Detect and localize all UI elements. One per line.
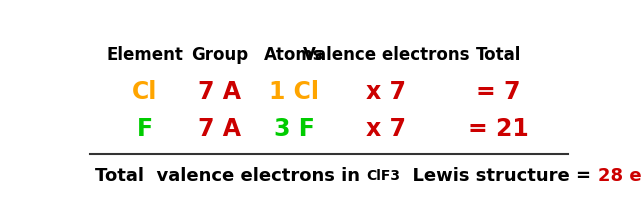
Text: Valence electrons: Valence electrons bbox=[303, 46, 469, 64]
Text: Cl: Cl bbox=[132, 80, 158, 104]
Text: 1 Cl: 1 Cl bbox=[269, 80, 319, 104]
Text: F: F bbox=[137, 117, 153, 141]
Text: Element: Element bbox=[107, 46, 184, 64]
Text: 3 F: 3 F bbox=[273, 117, 315, 141]
Text: Atoms: Atoms bbox=[265, 46, 324, 64]
Text: Group: Group bbox=[191, 46, 248, 64]
Text: Lewis structure =: Lewis structure = bbox=[401, 167, 598, 185]
Text: 28 electrons: 28 electrons bbox=[598, 167, 642, 185]
Text: x 7: x 7 bbox=[366, 117, 406, 141]
Text: ClF3: ClF3 bbox=[367, 169, 401, 183]
Text: x 7: x 7 bbox=[366, 80, 406, 104]
Text: Total: Total bbox=[476, 46, 521, 64]
Text: = 21: = 21 bbox=[468, 117, 528, 141]
Text: 7 A: 7 A bbox=[198, 80, 241, 104]
Text: 7 A: 7 A bbox=[198, 117, 241, 141]
Text: Total  valence electrons in: Total valence electrons in bbox=[95, 167, 367, 185]
Text: = 7: = 7 bbox=[476, 80, 521, 104]
